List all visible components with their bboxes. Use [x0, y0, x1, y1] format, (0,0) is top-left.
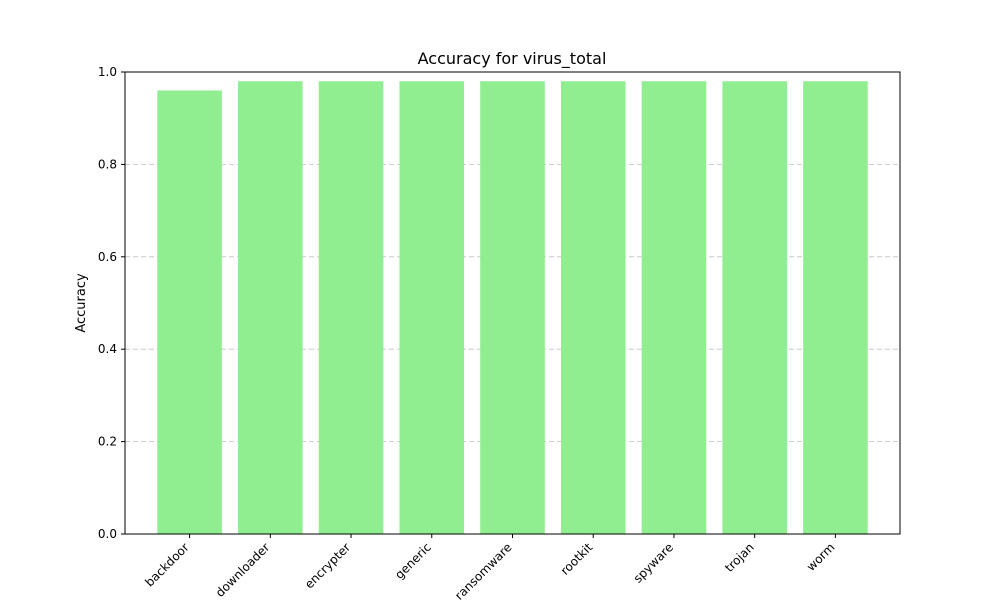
ytick-label-4: 0.8 — [98, 157, 117, 171]
bar-worm — [803, 81, 868, 535]
bar-encrypter — [318, 81, 384, 535]
xtick-label-trojan: trojan — [722, 540, 757, 575]
ytick-label-3: 0.6 — [98, 250, 117, 264]
xtick-label-spyware: spyware — [631, 540, 676, 585]
bars — [157, 81, 868, 535]
x-axis-ticks: backdoor downloader encrypter generic ransom… — [142, 534, 838, 600]
bar-trojan — [722, 81, 787, 535]
xtick-label-backdoor: backdoor — [142, 540, 191, 589]
bar-rootkit — [560, 81, 626, 535]
ytick-label-1: 0.2 — [98, 435, 117, 449]
y-axis-ticks: 0.0 0.2 0.4 0.6 0.8 1.0 — [98, 65, 125, 541]
bar-downloader — [238, 81, 303, 535]
xtick-label-ransomware: ransomware — [452, 540, 515, 600]
xtick-label-downloader: downloader — [213, 540, 273, 600]
xtick-label-generic: generic — [392, 540, 434, 582]
bar-spyware — [641, 81, 707, 535]
chart-title: Accuracy for virus_total — [418, 49, 607, 69]
xtick-label-worm: worm — [804, 540, 838, 574]
bar-generic — [399, 81, 465, 535]
ytick-label-0: 0.0 — [98, 527, 117, 541]
xtick-label-encrypter: encrypter — [302, 540, 353, 591]
bar-ransomware — [480, 81, 545, 535]
ytick-label-5: 1.0 — [98, 65, 117, 79]
y-axis-label: Accuracy — [74, 273, 89, 333]
bar-backdoor — [157, 90, 222, 534]
xtick-label-rootkit: rootkit — [558, 540, 596, 578]
ytick-label-2: 0.4 — [98, 342, 117, 356]
